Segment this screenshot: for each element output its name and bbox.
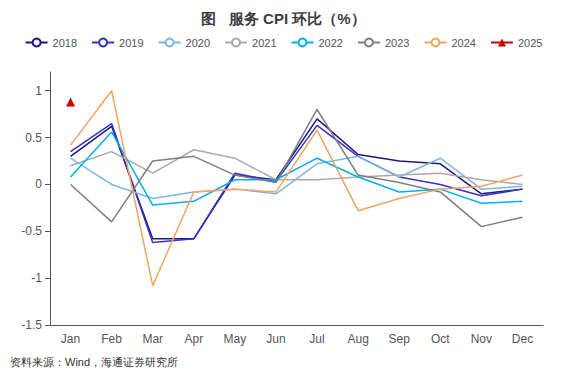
svg-text:资料来源：Wind，海通证券研究所: 资料来源：Wind，海通证券研究所 [10,356,178,368]
svg-text:2018: 2018 [53,37,77,49]
svg-text:Dec: Dec [512,332,533,346]
svg-text:图 服务 CPI 环比（%）: 图 服务 CPI 环比（%） [201,10,365,27]
svg-text:2020: 2020 [186,37,210,49]
svg-text:May: May [224,332,247,346]
svg-text:2021: 2021 [252,37,276,49]
svg-text:Sep: Sep [389,332,411,346]
svg-text:2025: 2025 [518,37,542,49]
svg-text:Aug: Aug [347,332,368,346]
svg-text:Oct: Oct [431,332,450,346]
svg-text:-0.5: -0.5 [21,224,42,238]
svg-text:Apr: Apr [184,332,203,346]
svg-text:Jul: Jul [309,332,324,346]
svg-text:2023: 2023 [385,37,409,49]
svg-text:-1: -1 [31,271,42,285]
svg-text:Nov: Nov [471,332,492,346]
svg-text:1: 1 [35,84,42,98]
svg-text:2022: 2022 [319,37,343,49]
svg-text:2024: 2024 [451,37,475,49]
svg-text:-1.5: -1.5 [21,318,42,332]
svg-text:Jun: Jun [266,332,285,346]
svg-text:0: 0 [35,177,42,191]
svg-text:Jan: Jan [61,332,80,346]
svg-text:Feb: Feb [101,332,122,346]
svg-text:2019: 2019 [119,37,143,49]
svg-text:Mar: Mar [142,332,163,346]
svg-text:0.5: 0.5 [25,131,42,145]
